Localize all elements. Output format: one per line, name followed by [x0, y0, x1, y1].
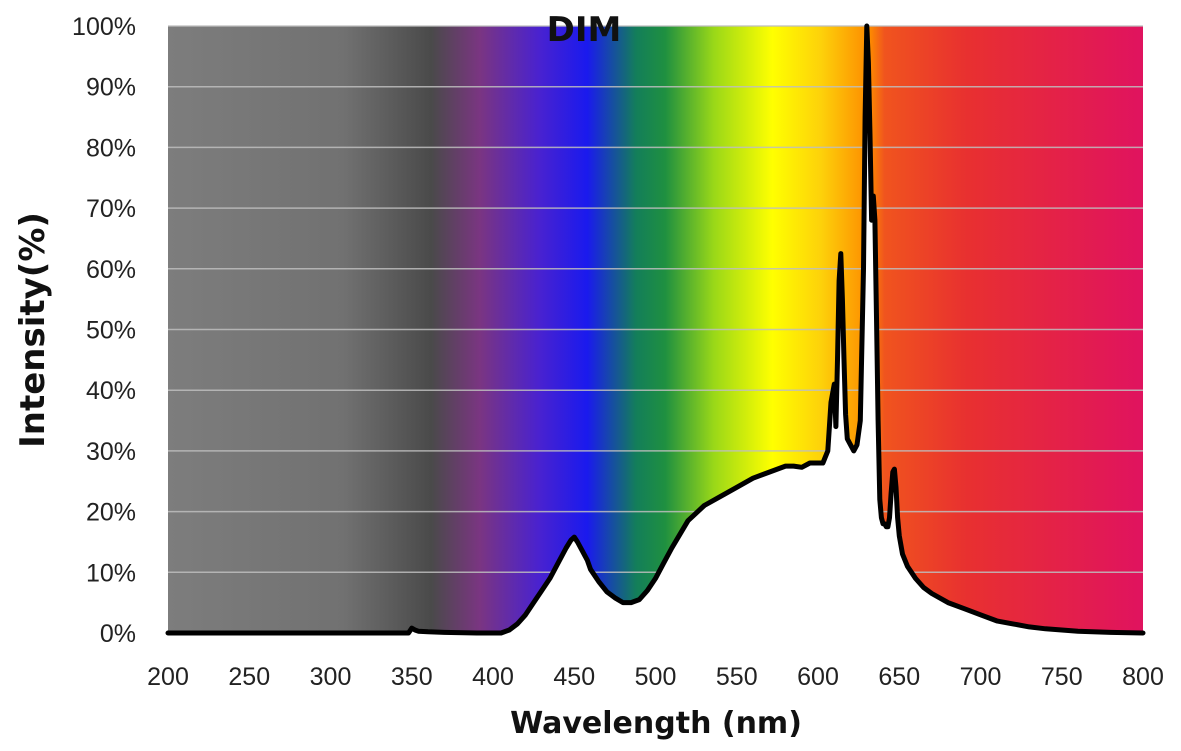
chart-title: DIM	[547, 10, 622, 50]
y-tick-label: 90%	[86, 74, 136, 102]
gridlines	[168, 25, 1143, 574]
y-axis-title: Intensity(%)	[13, 212, 53, 448]
x-tick-label: 450	[553, 663, 595, 691]
y-tick-label: 50%	[86, 317, 136, 345]
x-tick-label: 300	[310, 663, 352, 691]
y-tick-label: 10%	[86, 559, 136, 587]
x-tick-label: 650	[878, 663, 920, 691]
x-axis-title: Wavelength (nm)	[510, 706, 802, 741]
y-tick-label: 60%	[86, 256, 136, 284]
x-tick-label: 750	[1041, 663, 1083, 691]
x-tick-label: 550	[716, 663, 758, 691]
y-tick-label: 20%	[86, 499, 136, 527]
spectrum-curve	[165, 23, 1146, 636]
x-tick-label: 800	[1122, 663, 1164, 691]
y-tick-label: 100%	[72, 13, 136, 41]
y-tick-label: 70%	[86, 195, 136, 223]
y-tick-label: 40%	[86, 377, 136, 405]
x-tick-labels: 200 250 300 350 400 450 500 550 600 650 700 750 800	[147, 663, 1164, 691]
x-tick-label: 400	[472, 663, 514, 691]
x-tick-label: 500	[635, 663, 677, 691]
x-tick-label: 250	[228, 663, 270, 691]
x-tick-label: 350	[391, 663, 433, 691]
y-tick-label: 0%	[100, 620, 136, 648]
y-tick-label: 30%	[86, 438, 136, 466]
x-tick-label: 200	[147, 663, 189, 691]
x-tick-label: 600	[797, 663, 839, 691]
x-tick-label: 700	[960, 663, 1002, 691]
y-tick-labels: 0% 10% 20% 30% 40% 50% 60% 70% 80% 90% 100%	[72, 13, 136, 648]
y-tick-label: 80%	[86, 134, 136, 162]
spectrum-line	[165, 23, 1146, 636]
